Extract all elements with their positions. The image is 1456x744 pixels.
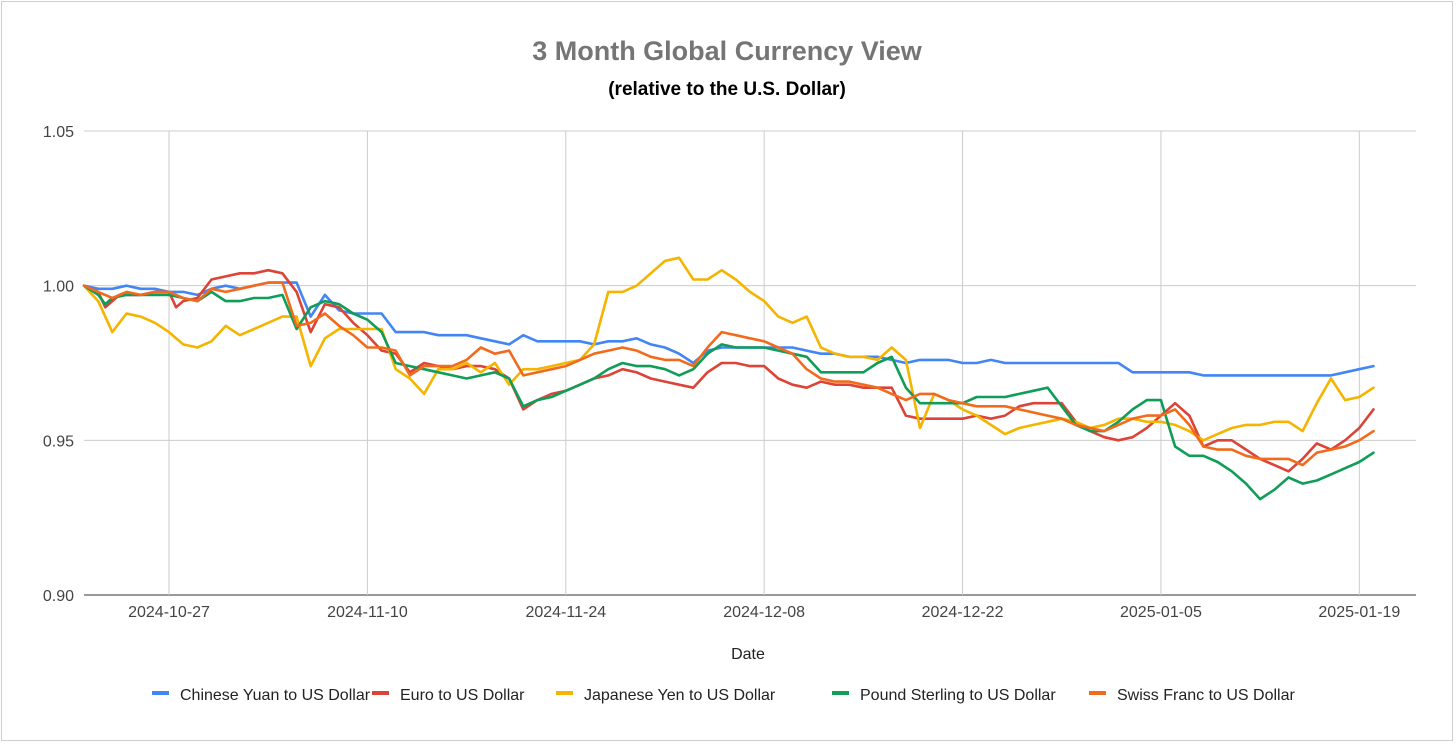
x-tick-label: 2025-01-05 bbox=[1120, 604, 1202, 621]
x-tick-label: 2024-12-08 bbox=[723, 604, 805, 621]
x-tick-label: 2025-01-19 bbox=[1318, 604, 1400, 621]
legend-label: Japanese Yen to US Dollar bbox=[584, 687, 776, 704]
y-tick-label: 1.00 bbox=[43, 279, 74, 296]
legend-swatch bbox=[832, 691, 849, 695]
chart-subtitle: (relative to the U.S. Dollar) bbox=[608, 79, 846, 100]
x-tick-label: 2024-11-24 bbox=[525, 604, 606, 621]
y-tick-label: 0.95 bbox=[43, 433, 74, 450]
legend-label: Chinese Yuan to US Dollar bbox=[180, 687, 371, 704]
x-axis-ticks: 2024-10-27 2024-11-10 2024-11-24 2024-12-08… bbox=[128, 604, 1400, 621]
legend-swatch bbox=[1089, 691, 1106, 695]
legend-swatch bbox=[556, 691, 573, 695]
series-line-1 bbox=[82, 281, 1375, 377]
x-axis-title: Date bbox=[731, 646, 765, 663]
legend-label: Swiss Franc to US Dollar bbox=[1117, 687, 1295, 704]
chart-title: 3 Month Global Currency View bbox=[532, 36, 923, 66]
series-line-4 bbox=[82, 284, 1375, 501]
legend-swatch bbox=[152, 691, 169, 695]
x-tick-label: 2024-12-22 bbox=[922, 604, 1004, 621]
y-axis-ticks: 0.90 0.95 1.00 1.05 bbox=[43, 124, 74, 605]
legend: Chinese Yuan to US Dollar Euro to US Doll… bbox=[152, 687, 1295, 704]
legend-swatch bbox=[372, 691, 389, 695]
series-line-5 bbox=[82, 281, 1375, 467]
gridlines bbox=[84, 130, 1416, 596]
x-tick-label: 2024-11-10 bbox=[327, 604, 408, 621]
series-line-2 bbox=[82, 268, 1375, 473]
x-tick-label: 2024-10-27 bbox=[128, 604, 210, 621]
legend-label: Euro to US Dollar bbox=[400, 687, 525, 704]
legend-label: Pound Sterling to US Dollar bbox=[860, 687, 1056, 704]
series-lines bbox=[82, 256, 1375, 501]
y-tick-label: 1.05 bbox=[43, 124, 74, 141]
y-tick-label: 0.90 bbox=[43, 588, 74, 605]
